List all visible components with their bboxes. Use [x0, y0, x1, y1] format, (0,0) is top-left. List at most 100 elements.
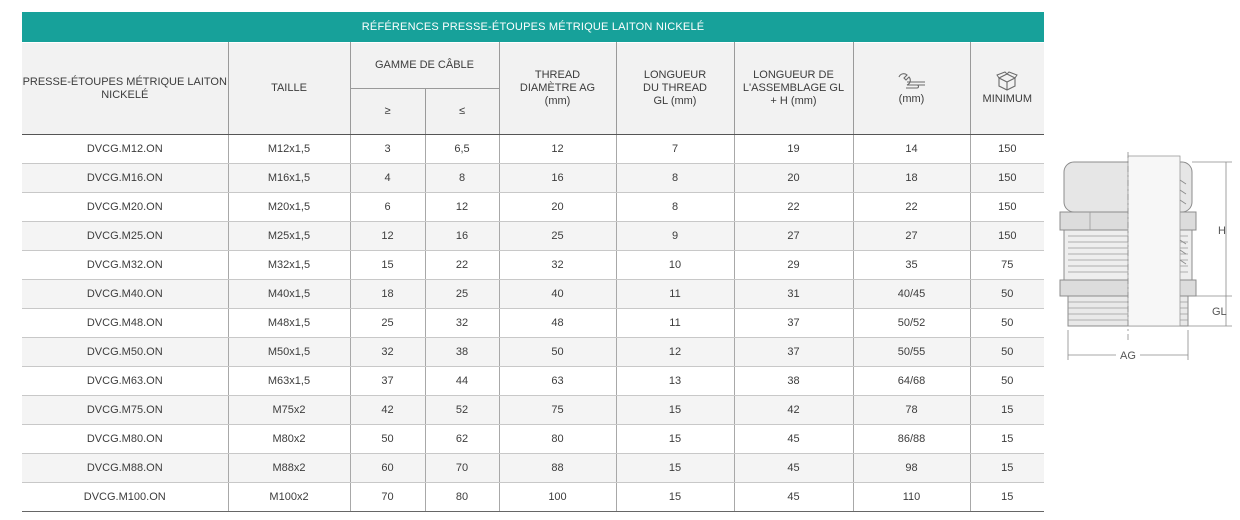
- cell-wrench-size: 110: [853, 482, 971, 512]
- cell-longueur-thread: 9: [616, 221, 735, 251]
- cell-longueur-assemblage: 37: [734, 337, 854, 367]
- cell-longueur-assemblage: 42: [734, 395, 854, 425]
- cell-minimum: 15: [970, 395, 1045, 425]
- header-minimum-label: MINIMUM: [982, 93, 1033, 105]
- cell-minimum: 50: [970, 366, 1045, 396]
- cell-thread: 12: [499, 134, 617, 164]
- cell-wrench-size: 22: [853, 192, 971, 222]
- cell-longueur-assemblage: 20: [734, 163, 854, 193]
- cell-wrench-size: 35: [853, 250, 971, 280]
- cell-thread: 88: [499, 453, 617, 483]
- cell-gamme-min: 60: [350, 453, 426, 483]
- cell-taille: M88x2: [228, 453, 351, 483]
- cell-taille: M25x1,5: [228, 221, 351, 251]
- header-reference: PRESSE-ÉTOUPES MÉTRIQUE LAITON NICKELÉ: [22, 42, 229, 135]
- cell-longueur-assemblage: 45: [734, 482, 854, 512]
- cell-taille: M50x1,5: [228, 337, 351, 367]
- cell-reference: DVCG.M80.ON: [22, 424, 229, 454]
- table-row: DVCG.M48.ON M48x1,5 25 32 48 11 37 50/52 50: [22, 308, 1045, 338]
- cell-gamme-max: 70: [425, 453, 500, 483]
- cell-gamme-min: 15: [350, 250, 426, 280]
- cell-gamme-max: 62: [425, 424, 500, 454]
- label-gl: GL: [1212, 306, 1227, 318]
- header-subrow: ≥ ≤: [22, 88, 1044, 135]
- cell-reference: DVCG.M75.ON: [22, 395, 229, 425]
- cell-wrench-size: 64/68: [853, 366, 971, 396]
- box-icon: [996, 71, 1019, 91]
- cell-thread: 80: [499, 424, 617, 454]
- cell-longueur-thread: 11: [616, 308, 735, 338]
- header-wrench: (mm): [853, 42, 971, 135]
- spec-table: RÉFÉRENCES PRESSE-ÉTOUPES MÉTRIQUE LAITO…: [22, 12, 1045, 512]
- cell-minimum: 150: [970, 221, 1045, 251]
- cell-minimum: 50: [970, 308, 1045, 338]
- table-row: DVCG.M16.ON M16x1,5 4 8 16 8 20 18 150: [22, 163, 1045, 193]
- cell-longueur-assemblage: 29: [734, 250, 854, 280]
- cell-minimum: 150: [970, 134, 1045, 164]
- spec-table-container: RÉFÉRENCES PRESSE-ÉTOUPES MÉTRIQUE LAITO…: [22, 12, 1045, 512]
- cell-taille: M100x2: [228, 482, 351, 512]
- cell-longueur-thread: 15: [616, 482, 735, 512]
- cell-thread: 25: [499, 221, 617, 251]
- cell-longueur-assemblage: 38: [734, 366, 854, 396]
- cell-reference: DVCG.M16.ON: [22, 163, 229, 193]
- cell-thread: 75: [499, 395, 617, 425]
- cell-taille: M75x2: [228, 395, 351, 425]
- cell-gamme-max: 80: [425, 482, 500, 512]
- cell-minimum: 150: [970, 163, 1045, 193]
- cell-minimum: 75: [970, 250, 1045, 280]
- header-gamme-min: ≥: [350, 88, 426, 135]
- cell-reference: DVCG.M12.ON: [22, 134, 229, 164]
- cell-gamme-min: 37: [350, 366, 426, 396]
- cell-taille: M40x1,5: [228, 279, 351, 309]
- cell-taille: M80x2: [228, 424, 351, 454]
- table-title-row: RÉFÉRENCES PRESSE-ÉTOUPES MÉTRIQUE LAITO…: [22, 12, 1045, 43]
- table-row: DVCG.M50.ON M50x1,5 32 38 50 12 37 50/55 50: [22, 337, 1045, 367]
- cell-gamme-min: 42: [350, 395, 426, 425]
- cell-gamme-min: 25: [350, 308, 426, 338]
- cell-minimum: 150: [970, 192, 1045, 222]
- cell-reference: DVCG.M88.ON: [22, 453, 229, 483]
- cell-gamme-max: 16: [425, 221, 500, 251]
- cell-reference: DVCG.M63.ON: [22, 366, 229, 396]
- cell-wrench-size: 40/45: [853, 279, 971, 309]
- header-thread: THREAD DIAMÈTRE AG (mm): [499, 42, 617, 135]
- cell-longueur-thread: 15: [616, 453, 735, 483]
- cell-thread: 40: [499, 279, 617, 309]
- cell-gamme-min: 4: [350, 163, 426, 193]
- table-body: DVCG.M12.ON M12x1,5 3 6,5 12 7 19 14 150 DVCG.M16…: [22, 134, 1045, 512]
- cell-gamme-min: 18: [350, 279, 426, 309]
- cell-thread: 100: [499, 482, 617, 512]
- header-taille: TAILLE: [228, 42, 351, 135]
- header-wrench-unit: (mm): [898, 93, 925, 105]
- cell-reference: DVCG.M20.ON: [22, 192, 229, 222]
- cell-taille: M12x1,5: [228, 134, 351, 164]
- cell-thread: 20: [499, 192, 617, 222]
- header-longueur-thread: LONGUEUR DU THREAD GL (mm): [616, 42, 735, 135]
- cell-taille: M32x1,5: [228, 250, 351, 280]
- cell-gamme-min: 6: [350, 192, 426, 222]
- label-h: H: [1218, 225, 1226, 237]
- header-gamme: GAMME DE CÂBLE: [350, 42, 500, 89]
- cell-gamme-max: 52: [425, 395, 500, 425]
- cell-wrench-size: 50/52: [853, 308, 971, 338]
- table-row: DVCG.M63.ON M63x1,5 37 44 63 13 38 64/68 50: [22, 366, 1045, 396]
- cell-reference: DVCG.M32.ON: [22, 250, 229, 280]
- cell-longueur-assemblage: 22: [734, 192, 854, 222]
- cell-reference: DVCG.M50.ON: [22, 337, 229, 367]
- cell-wrench-size: 98: [853, 453, 971, 483]
- cell-longueur-assemblage: 45: [734, 453, 854, 483]
- cell-reference: DVCG.M40.ON: [22, 279, 229, 309]
- cell-gamme-max: 38: [425, 337, 500, 367]
- cell-thread: 48: [499, 308, 617, 338]
- cell-longueur-thread: 13: [616, 366, 735, 396]
- header-minimum: MINIMUM: [970, 42, 1045, 135]
- cell-wrench-size: 27: [853, 221, 971, 251]
- cell-gamme-max: 6,5: [425, 134, 500, 164]
- table-title: RÉFÉRENCES PRESSE-ÉTOUPES MÉTRIQUE LAITO…: [22, 12, 1045, 43]
- cell-thread: 50: [499, 337, 617, 367]
- cable-gland-drawing: H GL AG: [1059, 152, 1232, 362]
- cell-minimum: 15: [970, 482, 1045, 512]
- cell-taille: M20x1,5: [228, 192, 351, 222]
- label-ag: AG: [1120, 350, 1136, 362]
